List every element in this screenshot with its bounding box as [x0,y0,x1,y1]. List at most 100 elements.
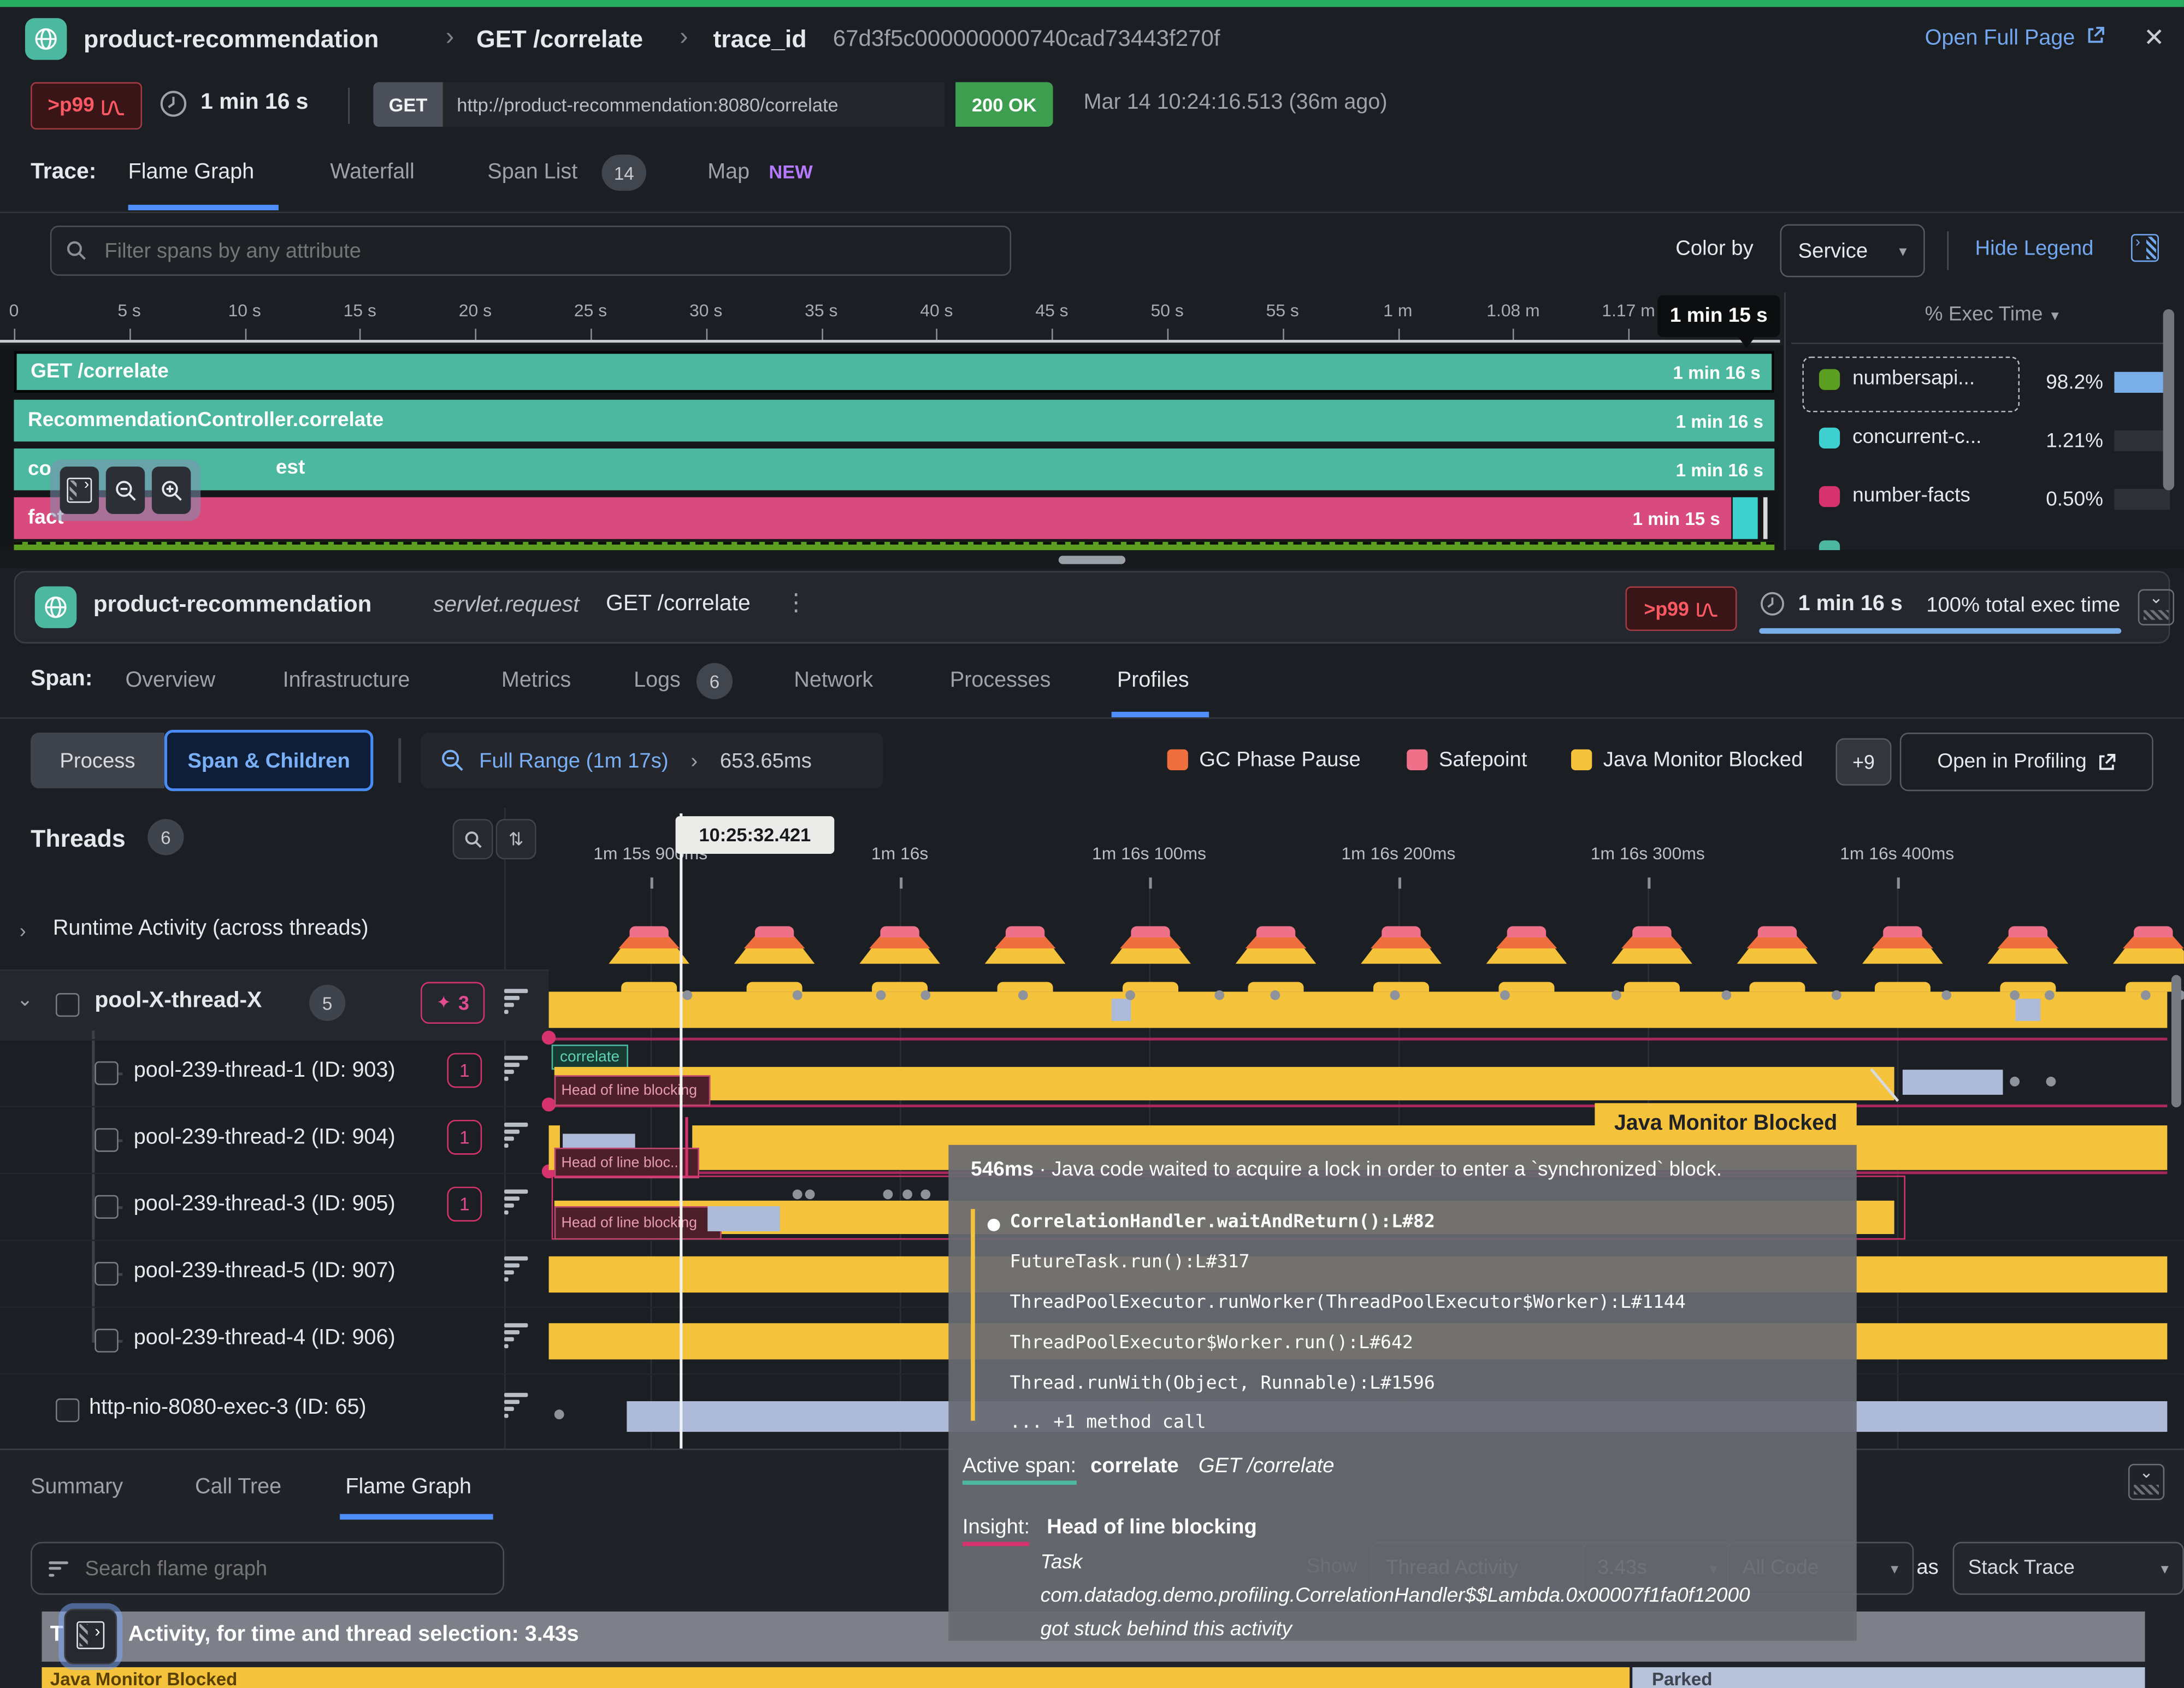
thread-checkbox[interactable] [95,1329,119,1353]
focus-thread-icon[interactable] [504,1323,528,1348]
focus-thread-icon[interactable] [504,1189,528,1214]
tab-span-list[interactable]: Span List [487,160,578,184]
tab-processes[interactable]: Processes [949,668,1051,693]
zoom-in-button[interactable] [151,467,191,514]
head-of-line-blocking-box[interactable]: Head of line blocking [554,1075,711,1106]
filter-spans-field[interactable] [50,226,1012,276]
breadcrumb-endpoint[interactable]: GET /correlate [476,25,644,53]
group-chevron-icon[interactable]: ⌄ [16,987,33,1010]
color-by-select[interactable]: Service ▾ [1780,224,1925,278]
thread-row-name[interactable]: pool-239-thread-1 (ID: 903) [133,1058,396,1083]
flame-span-request[interactable]: co est 1 min 16 s [14,448,1775,491]
thread-row-name[interactable]: pool-239-thread-5 (ID: 907) [133,1259,396,1283]
focus-thread-icon[interactable] [504,1392,528,1418]
tab-waterfall[interactable]: Waterfall [330,160,415,184]
tab-map[interactable]: Map [707,160,750,184]
filter-spans-input[interactable] [102,237,996,264]
open-full-page-link[interactable]: Open Full Page [1925,26,2105,51]
flame-span-controller[interactable]: RecommendationController.correlate 1 min… [14,399,1775,442]
thread-row-name[interactable]: pool-239-thread-4 (ID: 906) [133,1326,396,1350]
stack-trace-select[interactable]: Stack Trace ▾ [1952,1542,2184,1595]
thread-row-name[interactable]: pool-239-thread-2 (ID: 904) [133,1125,396,1149]
trace-id-value[interactable]: 67d3f5c000000000740cad73443f270f [833,26,1220,52]
close-icon[interactable]: ✕ [2143,23,2165,52]
tab-summary[interactable]: Summary [31,1475,123,1499]
legend-row-number-facts[interactable]: number-facts [1819,485,1970,507]
segment-process[interactable]: Process [31,733,164,789]
url-pill[interactable]: http://product-recommendation:8080/corre… [442,82,945,127]
flame-span-cyan-segment[interactable] [1732,497,1758,539]
group-activity-band[interactable] [548,991,2168,1028]
tab-profiles[interactable]: Profiles [1117,668,1189,693]
flame-span-fact[interactable]: fact 1 min 15 s [14,497,1732,539]
thread-event-badge[interactable]: 1 [447,1187,482,1222]
thread-search-button[interactable] [452,819,493,860]
legend-panel-icon[interactable]: › [2131,234,2159,262]
group-checkbox[interactable] [55,993,80,1017]
segment-span-children[interactable]: Span & Children [164,730,374,792]
thread-event-badge[interactable]: 1 [447,1119,482,1155]
latency-badge[interactable]: >p99 [31,82,143,130]
event-dot [876,990,886,1000]
collapse-panel-button[interactable]: ⌄ [2138,588,2175,625]
tab-logs[interactable]: Logs [634,668,681,693]
runtime-chevron-icon[interactable]: › [19,919,26,942]
threads-scrollbar[interactable] [2171,975,2181,1108]
flame-root-parked-bar[interactable]: Parked [1632,1667,2145,1688]
focus-thread-icon[interactable] [504,1256,528,1281]
tab-metrics[interactable]: Metrics [501,668,571,693]
tab-flame-graph-bottom[interactable]: Flame Graph [345,1475,471,1499]
request-bar: >p99 1 min 16 s GET http://product-recom… [0,74,2184,138]
zoom-out-button[interactable] [105,467,145,514]
expand-selection-button[interactable]: › [64,1608,117,1665]
thread-checkbox[interactable] [95,1061,119,1085]
tab-infrastructure[interactable]: Infrastructure [282,668,410,693]
thread-checkbox[interactable] [55,1398,80,1423]
thread-checkbox[interactable] [95,1195,119,1219]
collapse-panel-button[interactable]: ⌄ [2128,1462,2165,1501]
legend-more-badge[interactable]: +9 [1835,738,1892,786]
focus-thread-icon[interactable] [504,1123,528,1147]
search-flame-graph-field[interactable] [31,1542,504,1595]
kebab-menu-icon[interactable]: ⋮ [784,589,808,616]
clock-icon [160,91,187,117]
jmb-bar[interactable] [554,1067,1894,1101]
head-of-line-blocking-box[interactable]: Head of line blocking [554,1206,722,1240]
focus-thread-icon[interactable] [504,989,528,1013]
thread-row-name[interactable]: http-nio-8080-exec-3 (ID: 65) [89,1395,367,1420]
legend-row-concurrent[interactable]: concurrent-c... [1819,426,1981,448]
range-pill[interactable]: Full Range (1m 17s) › 653.65ms [421,733,883,789]
search-flame-graph-input[interactable] [82,1555,486,1582]
flame-span-numbersapi[interactable] [14,541,1775,553]
thread-group-row-bg[interactable] [0,969,549,1041]
head-of-line-blocking-box[interactable]: Head of line bloc... [554,1147,699,1179]
parked-bar[interactable] [1902,1070,2003,1095]
group-insights-badge[interactable]: ✦ 3 [421,982,485,1024]
hide-legend-link[interactable]: Hide Legend [1975,237,2094,261]
legend-row-numbersapi[interactable]: numbersapi... [1819,368,1975,390]
exec-progress-bar [1759,628,2122,634]
thread-group-name[interactable]: pool-X-thread-X [95,989,262,1013]
thread-checkbox[interactable] [95,1262,119,1286]
resize-handle[interactable] [1058,556,1126,564]
focus-thread-icon[interactable] [504,1055,528,1081]
band-bump [621,982,677,992]
flame-span-root[interactable]: GET /correlate 1 min 16 s [14,351,1775,393]
band-bump [872,982,928,992]
legend-scrollbar[interactable] [2163,309,2175,491]
ruler-tick-mark [14,328,16,340]
tab-call-tree[interactable]: Call Tree [194,1475,282,1499]
runtime-activity-row[interactable]: Runtime Activity (across threads) [52,916,369,941]
thread-event-badge[interactable]: 1 [447,1053,482,1088]
tab-network[interactable]: Network [794,668,873,693]
open-in-profiling-button[interactable]: Open in Profiling [1899,733,2153,792]
breadcrumb-service[interactable]: product-recommendation [83,25,379,53]
thread-checkbox[interactable] [95,1128,119,1152]
thread-sort-button[interactable]: ⇅ [495,819,536,860]
flame-root-jmb-bar[interactable]: Java Monitor Blocked [42,1667,1630,1688]
tab-flame-graph[interactable]: Flame Graph [128,160,255,184]
tab-overview[interactable]: Overview [125,668,216,693]
exec-time-header[interactable]: % Exec Time ▾ [1925,303,2059,326]
thread-row-name[interactable]: pool-239-thread-3 (ID: 905) [133,1192,396,1216]
reset-zoom-button[interactable]: › [60,467,99,514]
